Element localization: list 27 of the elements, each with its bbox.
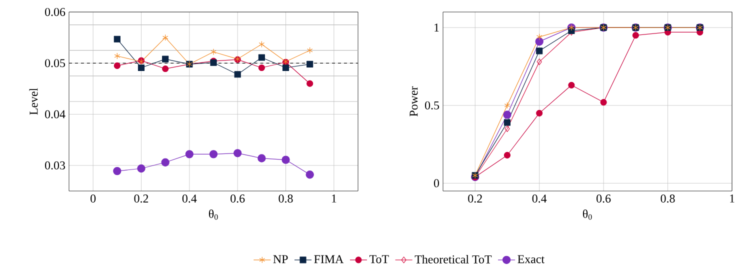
y-tick-label: 0.03 (45, 161, 66, 170)
y-axis-title: Power (410, 86, 418, 116)
y-tick-label: 1 (434, 24, 439, 32)
x-axis-title: θ$_{0}$ (208, 209, 218, 220)
y-tick-label: 0.04 (45, 110, 66, 118)
y-tick-label: 0.05 (45, 59, 66, 68)
x-tick-label: 0.2 (134, 194, 148, 203)
x-tick-label: 1 (332, 194, 336, 202)
legend-label: NP (273, 255, 288, 264)
x-tick-label: 0.6 (230, 194, 245, 203)
x-tick-label: 0.4 (532, 194, 547, 203)
x-axis-title: θ$_{0}$ (582, 209, 592, 220)
legend-label: FIMA (314, 255, 344, 264)
y-axis-title: Level (29, 88, 38, 115)
x-tick-label: 0.8 (278, 194, 293, 203)
x-tick-label: 0.6 (596, 194, 611, 203)
legend-label: ToT (369, 255, 389, 264)
x-tick-label: 0 (90, 194, 96, 203)
legend-label: Exact (518, 255, 544, 264)
y-tick-label: 0.06 (45, 8, 66, 16)
x-tick-label: 1 (730, 194, 734, 202)
y-tick-label: 0.5 (424, 101, 440, 110)
x-tick-label: 0.2 (468, 194, 482, 203)
y-tick-label: 0 (434, 179, 440, 188)
x-tick-label: 0.8 (660, 194, 675, 203)
legend-label: Theoretical ToT (414, 255, 492, 264)
x-tick-label: 0.4 (182, 194, 197, 203)
